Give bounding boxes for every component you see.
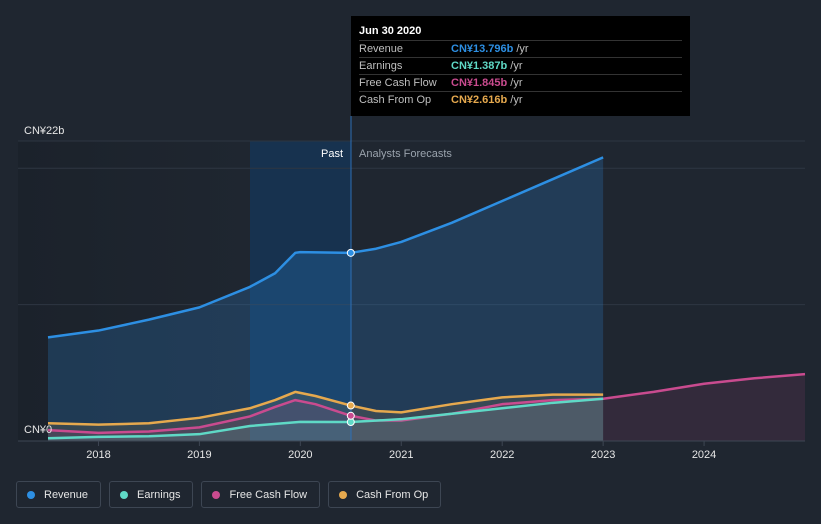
past-shade [18, 141, 251, 441]
x-tick-label: 2022 [490, 449, 514, 461]
legend-label: Revenue [44, 488, 89, 501]
x-tick-label: 2023 [591, 449, 615, 461]
legend: Revenue Earnings Free Cash Flow Cash Fro… [16, 481, 442, 508]
tooltip-date: Jun 30 2020 [359, 23, 682, 41]
tooltip-value: CN¥13.796b [451, 43, 514, 55]
tooltip-label: Revenue [359, 43, 404, 55]
tooltip-label: Free Cash Flow [359, 77, 437, 89]
tooltip-value: CN¥1.845b [451, 77, 508, 89]
legend-label: Earnings [137, 488, 181, 501]
legend-item-earnings[interactable]: Earnings [109, 481, 194, 508]
tooltip-unit: /yr [510, 77, 523, 89]
free-cash-flow-area [48, 374, 805, 441]
tooltip-value: CN¥1.387b [451, 60, 508, 72]
tooltip-label: Cash From Op [359, 94, 432, 106]
tooltip-unit: /yr [510, 60, 523, 72]
gridlines [18, 140, 805, 306]
tooltip: Jun 30 2020 Revenue CN¥13.796b /yr Earni… [351, 16, 690, 116]
earnings-area [48, 398, 604, 441]
legend-item-cash-from-op[interactable]: Cash From Op [328, 481, 442, 508]
x-tick-label: 2020 [288, 449, 312, 461]
x-tick-label: 2018 [86, 449, 110, 461]
x-tick-label: 2019 [187, 449, 211, 461]
x-tick-label: 2024 [692, 449, 716, 461]
cash-from-op-line [47, 390, 604, 426]
legend-label: Cash From Op [356, 488, 429, 501]
legend-dot-icon [120, 490, 129, 499]
cash-from-op-marker[interactable] [346, 401, 355, 410]
legend-label: Free Cash Flow [229, 488, 308, 501]
tooltip-unit: /yr [516, 43, 529, 55]
free-cash-flow-marker[interactable] [346, 411, 355, 420]
forecast-label: Analysts Forecasts [359, 148, 452, 160]
legend-dot-icon [339, 490, 348, 499]
tooltip-label: Earnings [359, 60, 403, 72]
revenue-marker[interactable] [346, 248, 355, 257]
revenue-line [47, 156, 604, 339]
legend-item-free-cash-flow[interactable]: Free Cash Flow [201, 481, 321, 508]
tooltip-row-earnings: Earnings CN¥1.387b /yr [359, 58, 682, 75]
earnings-line [47, 397, 604, 440]
y-axis-top-label: CN¥22b [24, 125, 64, 137]
tooltip-row-cash-from-op: Cash From Op CN¥2.616b /yr [359, 92, 682, 108]
x-tick-label: 2021 [389, 449, 413, 461]
past-label: Past [321, 148, 343, 160]
tooltip-row-revenue: Revenue CN¥13.796b /yr [359, 41, 682, 58]
chart-area: CN¥22b Past Analysts Forecasts CN¥0 2018… [18, 116, 806, 461]
legend-dot-icon [212, 490, 221, 499]
tooltip-row-free-cash-flow: Free Cash Flow CN¥1.845b /yr [359, 75, 682, 92]
legend-dot-icon [27, 490, 35, 499]
tooltip-value: CN¥2.616b [451, 94, 508, 106]
tooltip-unit: /yr [510, 94, 523, 106]
past-highlight [250, 141, 351, 441]
y-axis-bottom-label: CN¥0 [24, 424, 52, 436]
legend-item-revenue[interactable]: Revenue [16, 481, 102, 508]
revenue-area [48, 157, 604, 441]
